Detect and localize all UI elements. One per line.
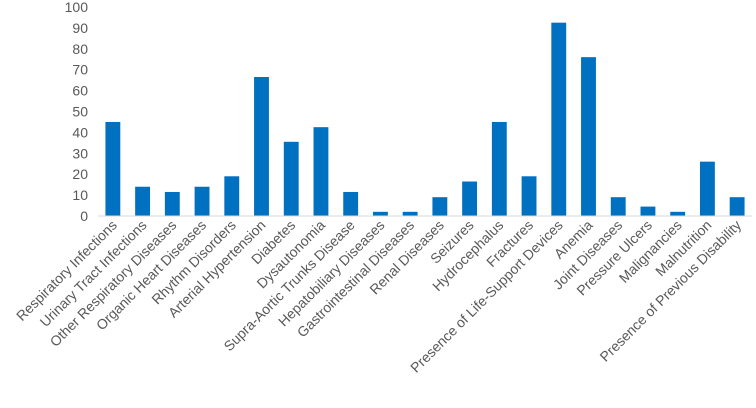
bar: [581, 57, 596, 216]
bar: [194, 186, 210, 216]
y-tick-label: 20: [72, 166, 88, 182]
y-tick-label: 100: [65, 0, 89, 15]
bar: [313, 127, 329, 216]
category-label: Other Respiratory Diseases: [47, 217, 180, 350]
bar: [729, 197, 745, 216]
bars: [105, 22, 745, 216]
bar: [551, 22, 567, 216]
bar: [521, 176, 537, 216]
bar: [343, 191, 359, 216]
y-tick-label: 50: [72, 104, 88, 120]
bar: [670, 211, 686, 216]
y-tick-label: 90: [72, 20, 88, 36]
bar: [105, 121, 121, 216]
bar: [135, 186, 151, 216]
bar: [699, 161, 715, 216]
bar: [372, 211, 388, 216]
bar: [462, 181, 478, 216]
bar: [224, 176, 240, 216]
bar: [254, 77, 269, 216]
y-tick-label: 30: [72, 145, 88, 161]
bar: [402, 211, 418, 216]
y-tick-label: 40: [72, 124, 88, 140]
y-tick-label: 0: [80, 208, 88, 224]
y-tick-label: 10: [72, 187, 88, 203]
bar: [164, 191, 180, 216]
y-axis-ticks: 0 10 20 30 40 50 60 70 80 90 100: [65, 0, 89, 224]
y-tick-label: 60: [72, 83, 88, 99]
bar: [610, 197, 626, 216]
bar: [432, 197, 448, 216]
bar: [491, 121, 507, 216]
y-tick-label: 80: [72, 41, 88, 57]
y-tick-label: 70: [72, 62, 88, 78]
bar: [640, 206, 656, 216]
bar: [283, 141, 299, 216]
